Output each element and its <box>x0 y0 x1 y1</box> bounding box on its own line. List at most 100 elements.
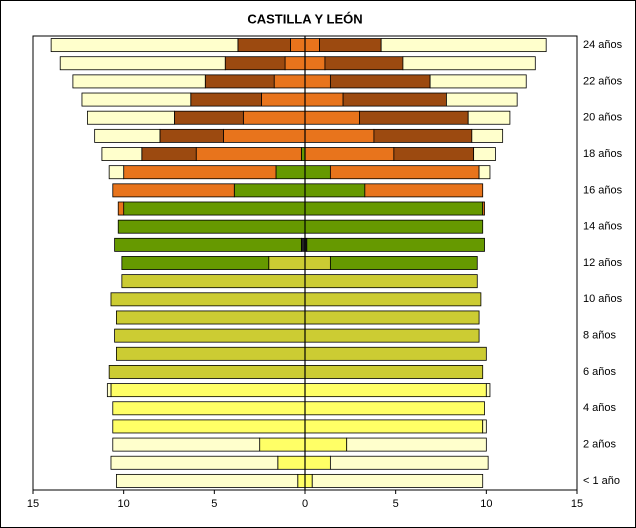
bar-segment-left <box>59 56 226 71</box>
bar-segment-right <box>485 383 491 398</box>
bar-segment-right <box>304 256 331 270</box>
bar-segment-right <box>304 310 480 325</box>
bar-segment-right <box>329 165 480 180</box>
x-tick-label: 10 <box>118 498 130 510</box>
bar-segment-left <box>114 237 302 252</box>
bar-segment-right <box>329 455 489 470</box>
bar-segment-right <box>304 346 487 361</box>
bar-segment-left <box>277 455 306 470</box>
bar-segment-right <box>304 165 331 180</box>
bar-segment-left <box>72 74 206 89</box>
bar-segment-left <box>159 128 224 143</box>
bar-segment-right <box>429 74 527 89</box>
age-label: 12 años <box>583 257 623 269</box>
bar-segment-left <box>116 310 306 325</box>
bar-segment-left <box>224 56 286 71</box>
bar-segment-left <box>116 473 299 488</box>
bar-segment-left <box>50 38 239 53</box>
x-tick-label: 10 <box>480 498 492 510</box>
bar-segment-left <box>195 147 302 161</box>
bar-segment-left <box>112 183 235 198</box>
bar-segment-right <box>304 292 482 307</box>
bar-segment-left <box>94 128 161 143</box>
age-label: 18 años <box>583 148 623 160</box>
bar-segment-left <box>123 165 277 180</box>
x-tick-label: 5 <box>211 498 217 510</box>
age-label: 20 años <box>583 112 623 124</box>
bar-segment-right <box>304 183 366 198</box>
age-label: 22 años <box>583 75 623 87</box>
bar-segment-right <box>473 147 496 161</box>
bar-segment-left <box>284 56 306 71</box>
x-tick-label: 5 <box>393 498 399 510</box>
bar-segment-left <box>259 437 306 452</box>
bar-segment-left <box>112 437 261 452</box>
bar-segment-right <box>306 237 485 252</box>
bar-segment-left <box>123 201 306 216</box>
bar-segment-left <box>233 183 306 198</box>
chart-title: CASTILLA Y LEÓN <box>247 11 362 26</box>
bar-segment-right <box>311 473 484 488</box>
age-label: 8 años <box>583 330 617 342</box>
bar-segment-right <box>346 437 487 452</box>
bar-segment-left <box>268 256 306 270</box>
bar-segment-right <box>393 147 475 161</box>
bar-segment-right <box>304 383 487 398</box>
bar-segment-left <box>108 365 306 379</box>
bar-segment-left <box>275 165 306 180</box>
bar-segment-right <box>304 147 395 161</box>
bar-segment-right <box>467 110 511 125</box>
bar-segment-left <box>112 401 306 416</box>
bar-segment-right <box>478 165 491 180</box>
bar-segment-right <box>304 38 320 53</box>
bar-segment-left <box>106 383 112 398</box>
bar-segment-left <box>108 165 125 180</box>
x-tick-label: 15 <box>27 498 39 510</box>
bar-segment-left <box>81 92 192 107</box>
bar-segment-left <box>110 292 306 307</box>
bar-segment-left <box>117 201 125 216</box>
age-label: 10 años <box>583 293 623 305</box>
bar-segment-left <box>101 147 143 161</box>
bar-segment-right <box>304 201 484 216</box>
x-tick-label: 15 <box>571 498 583 510</box>
bar-segment-right <box>329 256 478 270</box>
bar-segment-left <box>297 473 306 488</box>
x-tick-label: 0 <box>302 498 308 510</box>
bar-segment-right <box>304 74 331 89</box>
bar-segment-left <box>121 256 270 270</box>
bar-segment-right <box>358 110 469 125</box>
bar-segment-left <box>242 110 306 125</box>
bar-segment-left <box>110 455 279 470</box>
age-label: 6 años <box>583 366 617 378</box>
age-label: 24 años <box>583 39 623 51</box>
bar-segment-left <box>87 110 175 125</box>
bar-segment-right <box>304 455 331 470</box>
bar-segment-right <box>304 128 375 143</box>
bar-segment-right <box>304 473 313 488</box>
bar-segment-right <box>482 419 487 434</box>
bar-segment-left <box>222 128 306 143</box>
bar-segment-left <box>174 110 244 125</box>
bar-segment-left <box>237 38 291 53</box>
bar-segment-right <box>324 56 404 71</box>
bar-segment-left <box>117 219 306 234</box>
age-label: 14 años <box>583 221 623 233</box>
bar-segment-left <box>190 92 262 107</box>
bar-segment-left <box>121 274 306 289</box>
age-label: 2 años <box>583 439 617 451</box>
age-label: 4 años <box>583 402 617 414</box>
bar-segment-right <box>446 92 518 107</box>
bar-segment-left <box>112 419 306 434</box>
bar-segment-left <box>290 38 306 53</box>
bar-segment-right <box>304 365 484 379</box>
bar-segment-right <box>482 201 485 216</box>
age-label: < 1 año <box>583 475 620 487</box>
bar-segment-left <box>273 74 306 89</box>
bar-segment-right <box>304 56 326 71</box>
bar-segment-right <box>471 128 504 143</box>
bar-segment-left <box>116 346 306 361</box>
bar-segment-right <box>304 419 484 434</box>
